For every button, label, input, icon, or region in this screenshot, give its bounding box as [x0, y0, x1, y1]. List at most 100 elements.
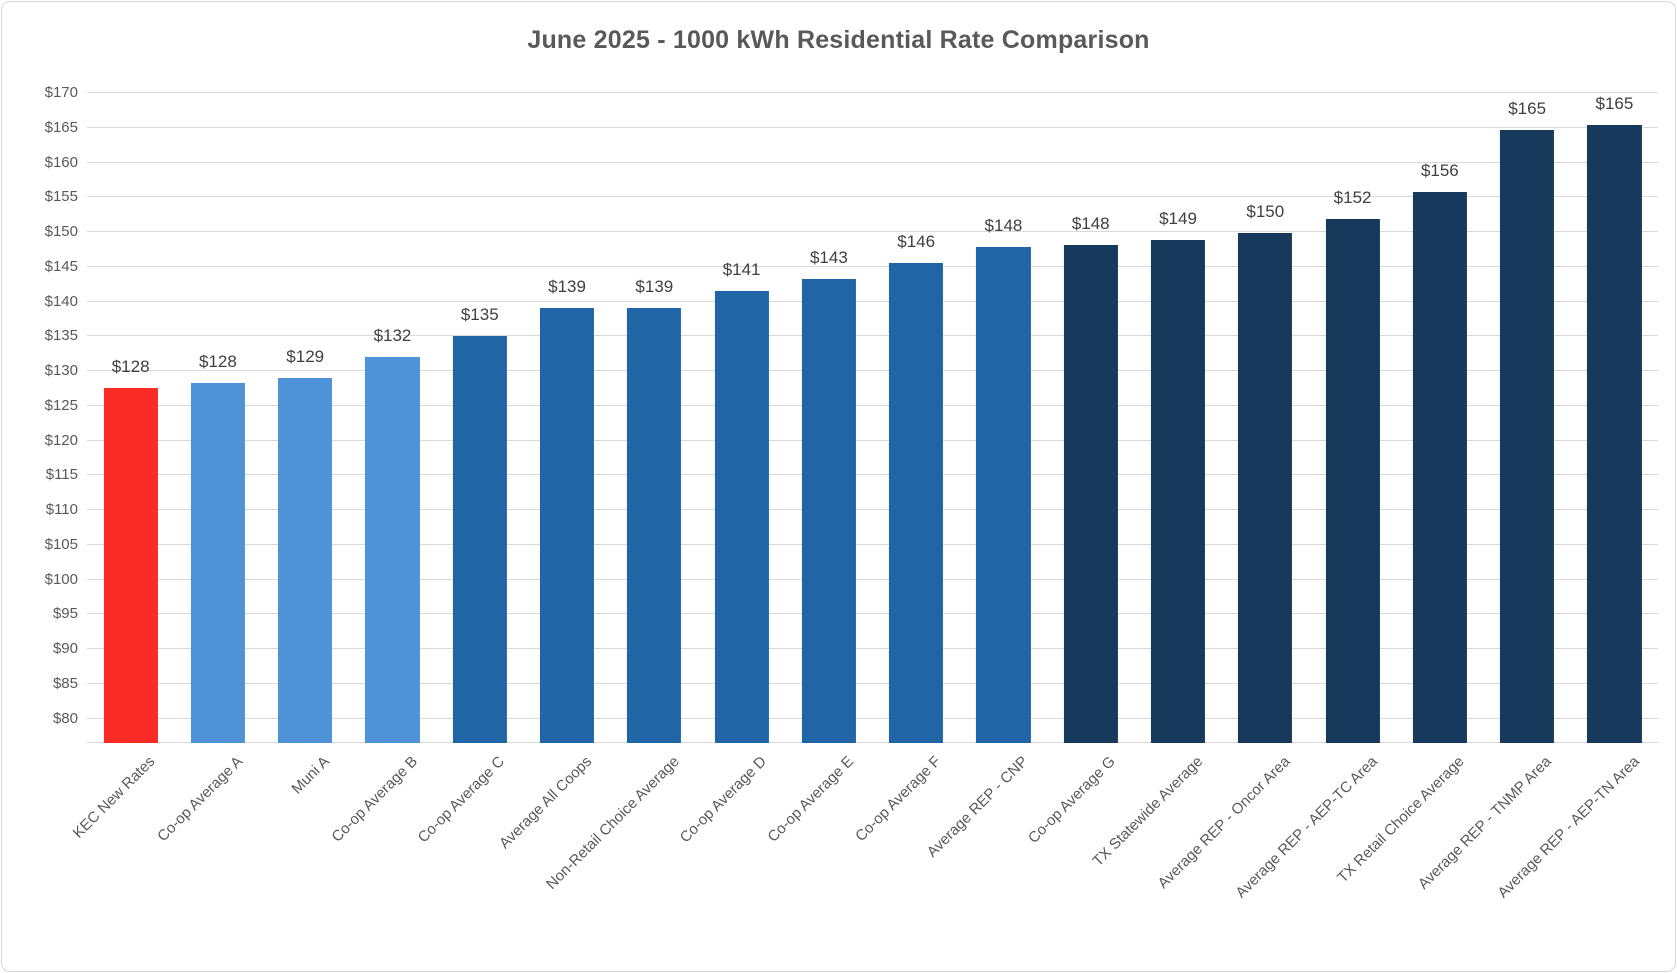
- bar: [1150, 240, 1206, 743]
- bar-value-label: $128: [199, 351, 237, 371]
- gridline: [87, 300, 1658, 302]
- bar-value-label: $139: [635, 276, 674, 296]
- bar: [1238, 232, 1293, 743]
- gridline: [87, 543, 1658, 545]
- gridline: [87, 231, 1658, 233]
- bar-slot: $149 TX Statewide Average: [1089, 93, 1221, 869]
- y-tick-label: $135: [44, 327, 78, 345]
- bar-slot: $141 Co-op Average D: [676, 93, 785, 846]
- x-axis-label: Average REP - AEP-TN Area: [1494, 753, 1643, 902]
- x-axis-label: Average All Coops: [495, 753, 596, 853]
- bar: [365, 357, 420, 743]
- gridline: [87, 439, 1658, 441]
- y-tick-label: $150: [44, 223, 78, 241]
- bar-value-label: $150: [1246, 201, 1285, 221]
- gridline: [87, 161, 1658, 163]
- bar-slot: $148 Average REP - CNP: [924, 93, 1047, 860]
- x-axis-label: Muni A: [288, 753, 334, 798]
- bar: [1063, 245, 1118, 743]
- y-tick-label: $125: [44, 396, 78, 414]
- y-tick-label: $170: [44, 84, 78, 101]
- bar-value-label: $132: [373, 326, 412, 346]
- bar-slot: $132 Co-op Average B: [328, 93, 436, 845]
- bar: [103, 387, 158, 743]
- plot-area: $128 KEC New Rates $128 Co-op Average A $129…: [70, 92, 1658, 902]
- bar: [1325, 218, 1380, 743]
- x-axis-label: Co-op Average D: [676, 753, 770, 847]
- bar-slot: $152 Average REP - AEP-TC Area: [1232, 93, 1396, 902]
- bar-value-label: $149: [1159, 209, 1197, 229]
- y-tick-label: $145: [44, 257, 78, 275]
- bar-value-label: $146: [897, 232, 936, 252]
- x-axis-label: Co-op Average F: [852, 753, 945, 846]
- bar: [1587, 124, 1642, 743]
- bar-value-label: $141: [722, 260, 761, 280]
- bar-value-label: $152: [1333, 187, 1372, 207]
- x-axis-label: Co-op Average E: [764, 753, 857, 846]
- bar-value-label: $139: [548, 276, 586, 296]
- gridline: [87, 335, 1658, 337]
- y-tick-label: $80: [52, 709, 78, 727]
- bar-slot: $143 Co-op Average E: [764, 93, 872, 846]
- y-tick-label: $100: [44, 570, 78, 588]
- gridline: [87, 648, 1658, 650]
- bar-slot: $129 Muni A: [262, 93, 349, 797]
- bar: [452, 335, 507, 743]
- bar: [1500, 129, 1555, 743]
- x-axis-label: Co-op Average A: [153, 753, 246, 846]
- y-tick-label: $85: [52, 674, 78, 692]
- y-tick-label: $160: [44, 153, 78, 171]
- y-tick-label: $155: [44, 188, 78, 206]
- y-tick-label: $110: [45, 501, 78, 519]
- bar-slot: $150 Average REP - Oncor Area: [1154, 93, 1309, 892]
- bar-slot: $148 Co-op Average G: [1025, 93, 1134, 847]
- bar: [801, 278, 856, 743]
- bar: [889, 263, 944, 743]
- gridline: [87, 578, 1658, 580]
- bar-value-label: $128: [111, 356, 150, 376]
- bar-value-label: $165: [1595, 93, 1634, 113]
- bar-slot: $128 Co-op Average A: [154, 93, 261, 845]
- y-tick-label: $130: [44, 362, 78, 380]
- y-tick-label: $140: [44, 292, 78, 310]
- gridline: [87, 717, 1658, 719]
- bar: [627, 307, 682, 743]
- bar: [714, 291, 769, 743]
- bar-slot: $135 Co-op Average C: [415, 93, 523, 847]
- bar-value-label: $143: [809, 247, 848, 267]
- gridline: [87, 404, 1658, 406]
- bar: [278, 378, 333, 743]
- gridline: [87, 92, 1658, 93]
- bar-slot: $165 Average REP - TNMP Area: [1415, 93, 1571, 893]
- gridline: [87, 682, 1658, 684]
- bar-slot: $156 TX Retail Choice Average: [1335, 93, 1483, 887]
- bar-value-label: $148: [1071, 214, 1110, 234]
- y-tick-label: $120: [44, 431, 78, 449]
- bar-value-label: $148: [984, 216, 1023, 236]
- chart-title: June 2025 - 1000 kWh Residential Rate Co…: [527, 26, 1150, 54]
- y-tick-label: $105: [44, 535, 78, 553]
- x-axis-line: [87, 742, 1658, 743]
- y-tick-label: $115: [45, 466, 78, 484]
- x-axis-label: Co-op Average C: [414, 753, 508, 847]
- y-tick-label: $95: [52, 605, 78, 623]
- x-axis-label: KEC New Rates: [70, 753, 159, 842]
- gridline: [87, 474, 1658, 476]
- y-tick-label: $165: [44, 118, 78, 136]
- bar-slot: $128 KEC New Rates: [70, 93, 174, 842]
- gridline: [87, 370, 1658, 372]
- bar: [190, 382, 245, 743]
- bar-value-label: $129: [286, 347, 325, 367]
- bar-value-label: $135: [460, 304, 499, 324]
- gridline: [87, 613, 1658, 615]
- bar: [539, 307, 595, 743]
- x-axis-label: Co-op Average B: [327, 753, 421, 846]
- bars-container: $128 KEC New Rates $128 Co-op Average A $129…: [70, 93, 1658, 902]
- bar: [1412, 191, 1467, 743]
- y-tick-label: $90: [52, 640, 78, 658]
- bar-slot: $165 Average REP - AEP-TN Area: [1494, 93, 1658, 901]
- bar: [976, 247, 1031, 743]
- bar-value-label: $156: [1420, 160, 1459, 180]
- gridline: [87, 265, 1658, 267]
